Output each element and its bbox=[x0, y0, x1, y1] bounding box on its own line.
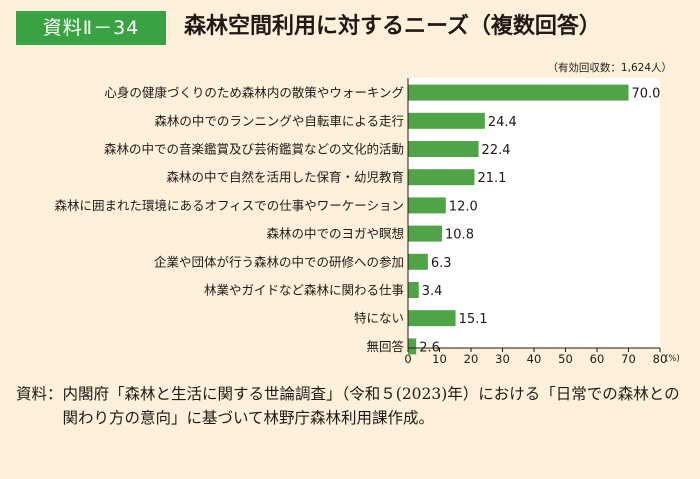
source-note: 資料： 内閣府「森林と生活に関する世論調査」（令和５(2023)年）における「日… bbox=[16, 382, 692, 430]
x-tick-label-1: 10 bbox=[432, 352, 447, 366]
category-label-4: 森林に囲まれた環境にあるオフィスでの仕事やワーケーション bbox=[54, 198, 404, 213]
x-tick-label-4: 40 bbox=[527, 352, 542, 366]
category-label-0: 心身の健康づくりのため森林内の散策やウォーキング bbox=[104, 85, 404, 100]
category-labels-group: 心身の健康づくりのため森林内の散策やウォーキング森林の中でのランニングや自転車に… bbox=[54, 85, 404, 354]
value-label-2: 22.4 bbox=[482, 143, 511, 158]
bar-2 bbox=[408, 141, 479, 157]
category-label-6: 企業や団体が行う森林の中での研修への参加 bbox=[154, 254, 404, 269]
category-label-1: 森林の中でのランニングや自転車による走行 bbox=[154, 113, 404, 128]
bar-4 bbox=[408, 197, 446, 214]
value-labels-group: 70.024.422.421.112.010.86.33.415.12.6 bbox=[419, 87, 660, 356]
bars-group bbox=[408, 84, 629, 355]
x-axis-unit: (%) bbox=[665, 354, 680, 364]
bar-chart: （有効回収数：1,624人） 心身の健康づくりのため森林内の散策やウォーキング森… bbox=[54, 61, 680, 366]
bar-5 bbox=[408, 225, 443, 242]
bar-6 bbox=[408, 253, 428, 270]
figure-title: 森林空間利用に対するニーズ（複数回答） bbox=[184, 14, 601, 39]
category-label-5: 森林の中でのヨガや瞑想 bbox=[266, 226, 404, 241]
category-label-3: 森林の中で自然を活用した保育・幼児教育 bbox=[166, 170, 404, 185]
x-tick-label-3: 30 bbox=[495, 352, 510, 366]
category-label-8: 特にない bbox=[354, 311, 404, 326]
x-tick-label-6: 60 bbox=[590, 352, 605, 366]
source-text: 内閣府「森林と生活に関する世論調査」（令和５(2023)年）における「日常での森… bbox=[62, 385, 680, 427]
bar-9 bbox=[408, 338, 417, 355]
source-label: 資料： bbox=[16, 385, 63, 403]
bar-1 bbox=[408, 112, 485, 129]
value-label-6: 6.3 bbox=[431, 256, 452, 271]
value-label-7: 3.4 bbox=[422, 284, 443, 299]
bar-7 bbox=[408, 282, 419, 298]
x-tick-label-8: 80 bbox=[653, 352, 668, 366]
x-tick-label-0: 0 bbox=[404, 352, 411, 366]
value-label-1: 24.4 bbox=[488, 115, 517, 130]
value-label-8: 15.1 bbox=[459, 312, 488, 327]
bar-0 bbox=[408, 84, 629, 101]
figure-number-badge: 資料Ⅱ－34 bbox=[16, 11, 166, 45]
category-label-9: 無回答 bbox=[366, 339, 404, 354]
bar-3 bbox=[408, 169, 475, 186]
value-label-0: 70.0 bbox=[632, 87, 661, 102]
x-ticks-group: 0 10 20 30 40 50 60 70 80 bbox=[404, 348, 667, 366]
sample-size-note: （有効回収数：1,624人） bbox=[547, 61, 672, 74]
value-label-3: 21.1 bbox=[477, 171, 506, 186]
value-label-4: 12.0 bbox=[449, 199, 478, 214]
x-tick-label-7: 70 bbox=[621, 352, 636, 366]
category-label-7: 林業やガイドなど森林に関わる仕事 bbox=[204, 283, 404, 298]
category-label-2: 森林の中での音楽鑑賞及び芸術鑑賞などの文化的活動 bbox=[104, 142, 404, 157]
x-tick-label-5: 50 bbox=[558, 352, 573, 366]
bar-8 bbox=[408, 310, 456, 327]
x-tick-label-2: 20 bbox=[464, 352, 479, 366]
value-label-5: 10.8 bbox=[445, 228, 474, 243]
